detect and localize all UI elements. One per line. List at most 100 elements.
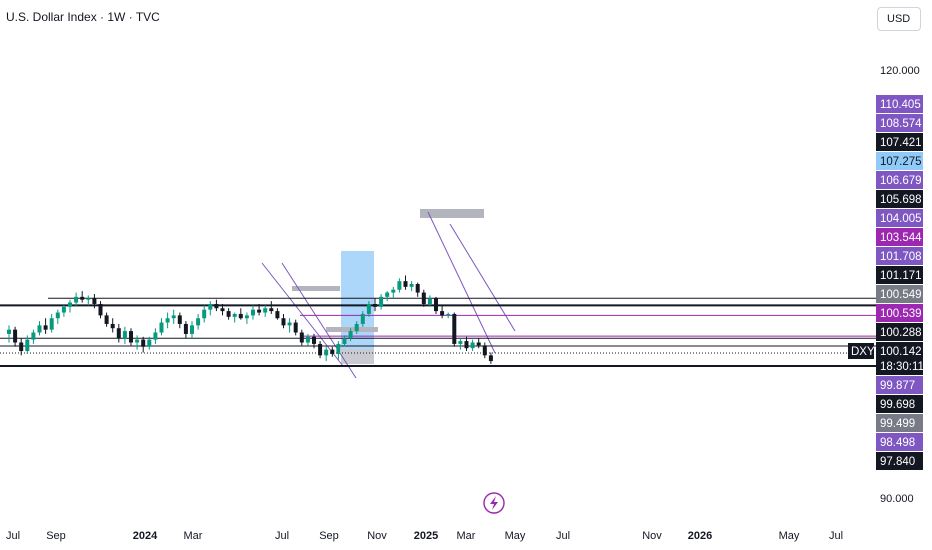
x-tick-label: Mar xyxy=(184,530,203,542)
candle-body xyxy=(7,329,11,334)
candle-body xyxy=(373,303,377,307)
price-tag: 106.679 xyxy=(876,171,923,189)
candle-body xyxy=(153,332,158,340)
price-tag-text: 97.840 xyxy=(880,456,915,468)
price-tag: 100.549 xyxy=(876,285,923,303)
price-tag: 110.405 xyxy=(876,95,923,113)
grey-zone-low[interactable] xyxy=(326,327,378,332)
candle-body xyxy=(61,306,66,313)
candle-body xyxy=(342,338,347,344)
candle-body xyxy=(122,331,127,339)
price-tag-text: 110.405 xyxy=(880,99,921,111)
candle-body xyxy=(129,331,133,343)
x-axis: Jul Sep 2024 Mar Jul Sep Nov 2025 Mar May Jul Nov 20… xyxy=(6,530,843,542)
candle-body xyxy=(269,308,274,312)
candle-body xyxy=(446,313,451,316)
x-tick-label: 2024 xyxy=(133,530,158,542)
currency-selector-button[interactable]: USD xyxy=(877,7,921,31)
x-tick-label: Nov xyxy=(642,530,662,542)
candle-body xyxy=(238,313,243,319)
candle-body xyxy=(281,318,286,326)
candle-body xyxy=(421,292,426,304)
candle-body xyxy=(220,308,225,312)
candle-body xyxy=(165,318,170,323)
channel-line[interactable] xyxy=(449,223,516,332)
x-tick-label: Nov xyxy=(367,530,387,542)
candle-body xyxy=(13,329,18,343)
candle-body xyxy=(37,325,42,333)
price-tag-text: 100.142 xyxy=(880,346,922,358)
channel-line[interactable] xyxy=(427,211,496,354)
x-tick-label: 2026 xyxy=(688,530,712,542)
candle-body xyxy=(183,323,188,334)
x-tick-label: Jul xyxy=(275,530,289,542)
candle-body xyxy=(92,298,97,304)
price-tag-text: 100.288 xyxy=(880,327,922,339)
price-tag: 103.544 xyxy=(876,228,923,246)
candle-body xyxy=(476,342,481,346)
candle-body xyxy=(214,303,219,309)
candle-body xyxy=(330,349,335,354)
price-tag: 98.498 xyxy=(876,433,923,451)
flash-icon[interactable] xyxy=(483,492,505,514)
candle-body xyxy=(74,296,79,303)
price-tag-text: 106.679 xyxy=(880,175,922,187)
candle-body xyxy=(80,296,85,300)
price-tag: 97.840 xyxy=(876,452,923,470)
candle-body xyxy=(25,339,30,352)
price-tag: 99.877 xyxy=(876,376,923,394)
candle-body xyxy=(482,345,487,356)
x-tick-label: 2025 xyxy=(414,530,438,542)
candle-body xyxy=(55,312,60,319)
zones-layer xyxy=(292,209,484,364)
stop-zone[interactable] xyxy=(341,349,374,364)
price-tag: 100.142 18:30:11 xyxy=(876,342,924,375)
supply-zone-top[interactable] xyxy=(420,209,484,218)
candle-body xyxy=(440,311,445,316)
candle-body xyxy=(452,313,457,344)
x-tick-label: Jul xyxy=(6,530,20,542)
x-tick-label: Sep xyxy=(46,530,66,542)
price-tag: 104.005 xyxy=(876,209,923,227)
candle-body xyxy=(275,311,280,319)
x-tick-label: Jul xyxy=(829,530,843,542)
price-tag: 100.539 xyxy=(876,304,923,322)
price-tag: 101.708 xyxy=(876,247,923,265)
candle-body xyxy=(116,328,121,339)
x-tick-label: May xyxy=(505,530,526,542)
price-tag-text: 107.421 xyxy=(880,137,922,149)
candle-body xyxy=(360,313,365,324)
levels-layer xyxy=(0,297,876,368)
candle-body xyxy=(208,303,213,310)
candle-body xyxy=(415,284,420,293)
candle-body xyxy=(293,322,298,333)
candle-body xyxy=(366,303,371,314)
chart-title: U.S. Dollar Index · 1W · TVC xyxy=(6,10,160,24)
candle-body xyxy=(312,336,316,344)
price-tag-text: 103.544 xyxy=(880,232,922,244)
x-tick-label: Jul xyxy=(556,530,570,542)
candle-body xyxy=(135,339,140,343)
candle-body xyxy=(202,309,207,319)
candle-body xyxy=(98,303,103,316)
y-axis: 120.000 90.000 xyxy=(880,65,920,505)
price-tag-text: 108.574 xyxy=(880,118,922,130)
candle-body xyxy=(159,322,164,333)
candle-body xyxy=(244,315,249,319)
candle-body xyxy=(488,355,493,362)
channel-line[interactable] xyxy=(281,262,357,379)
y-tick-label: 90.000 xyxy=(880,493,914,505)
price-tag: 107.421 xyxy=(876,133,923,151)
channel-line[interactable] xyxy=(261,262,344,367)
candle-body xyxy=(434,298,438,312)
grey-zone-mid[interactable] xyxy=(292,286,340,291)
currency-label: USD xyxy=(887,13,911,25)
price-tag-text: 98.498 xyxy=(880,437,915,449)
candle-body xyxy=(458,341,463,344)
candle-body xyxy=(397,281,402,290)
candle-body xyxy=(177,315,182,324)
long-position-zone[interactable] xyxy=(341,251,374,349)
price-tag: 101.171 xyxy=(876,266,923,284)
candle-body xyxy=(336,343,341,354)
